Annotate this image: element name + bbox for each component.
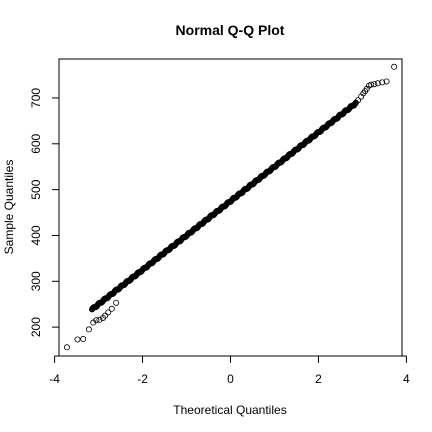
x-tick-label: 2 (315, 372, 322, 386)
data-point (102, 312, 109, 319)
data-point (85, 326, 92, 333)
data-point (96, 316, 103, 323)
data-point (379, 79, 386, 86)
data-point (105, 309, 112, 316)
data-point (391, 63, 398, 70)
data-point (383, 78, 390, 85)
y-tick-label: 400 (29, 225, 43, 245)
y-axis: 200 300 400 500 600 700 (29, 88, 60, 337)
y-tick-label: 500 (29, 179, 43, 199)
y-tick-label: 300 (29, 271, 43, 291)
x-axis: -4 -2 0 2 4 (49, 355, 410, 386)
y-axis-label: Sample Quantiles (2, 160, 16, 255)
x-tick-label: -4 (49, 372, 60, 386)
data-point (74, 336, 81, 343)
x-tick-label: 0 (227, 372, 234, 386)
data-point (80, 336, 87, 343)
x-tick-label: 4 (403, 372, 410, 386)
data-point (374, 80, 381, 87)
data-point (371, 81, 378, 88)
x-tick-label: -2 (137, 372, 148, 386)
y-tick-label: 200 (29, 317, 43, 337)
data-point (355, 97, 362, 104)
y-tick-label: 700 (29, 88, 43, 108)
data-point (108, 305, 115, 312)
data-point (368, 81, 375, 88)
y-tick-label: 600 (29, 133, 43, 153)
data-point (63, 344, 70, 351)
data-points (63, 63, 398, 351)
data-point (113, 299, 120, 306)
data-point (93, 317, 100, 324)
x-axis-label: Theoretical Quantiles (173, 403, 286, 417)
chart-title: Normal Q-Q Plot (176, 22, 285, 38)
